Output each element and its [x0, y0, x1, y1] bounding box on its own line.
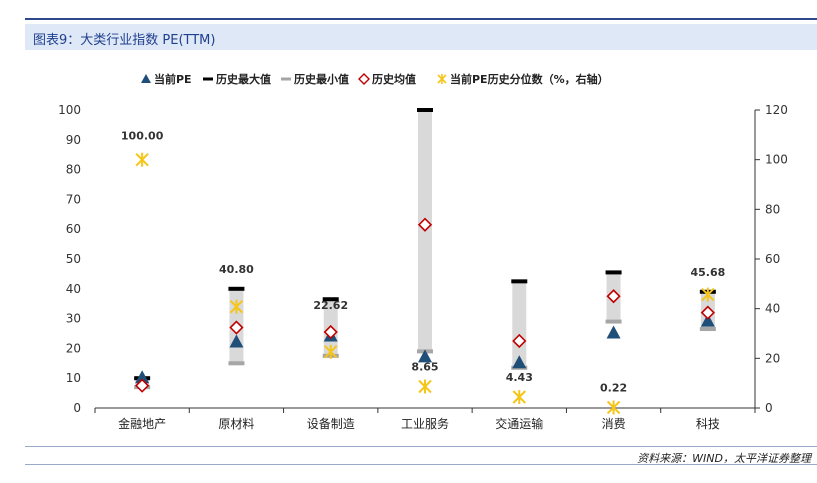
hist-max-marker [511, 279, 528, 284]
hist-mean-marker [606, 289, 621, 304]
hist-mean-marker [417, 217, 433, 232]
legend-symbol [203, 77, 213, 81]
legend-label: 历史最小值 [294, 72, 349, 86]
category-label: 交通运输 [495, 416, 543, 431]
current-pe-marker [606, 325, 621, 339]
percentile-data-label: 4.43 [506, 371, 533, 384]
percentile-data-label: 45.68 [690, 266, 725, 279]
top-rule [25, 18, 817, 20]
left-tick-label: 100 [58, 103, 81, 117]
percentile-marker [324, 344, 338, 359]
left-tick-label: 10 [66, 371, 81, 385]
category-label: 工业服务 [401, 416, 449, 431]
right-tick-label: 20 [765, 351, 780, 365]
legend-label: 当前PE历史分位数（%，右轴） [450, 72, 609, 86]
category-label: 消费 [602, 417, 626, 431]
chart-header: 图表9：大类行业指数 PE(TTM) [25, 24, 817, 50]
legend-item: 历史最小值 [281, 72, 349, 86]
category-label: 设备制造 [307, 417, 355, 431]
hist-max-marker [605, 270, 622, 275]
left-tick-label: 0 [73, 401, 81, 415]
category-label: 原材料 [218, 417, 254, 431]
right-tick-label: 100 [765, 153, 788, 167]
current-pe-marker [512, 355, 527, 369]
percentile-marker [418, 379, 432, 394]
legend-symbol [437, 74, 447, 84]
percentile-marker [512, 389, 526, 404]
legend-item: 历史最大值 [203, 72, 271, 86]
category-label: 科技 [696, 417, 720, 431]
percentile-marker [606, 400, 621, 415]
footer-rule [25, 446, 817, 447]
hist-min-marker [228, 361, 245, 366]
percentile-marker [135, 152, 149, 167]
legend-symbol [358, 73, 370, 85]
chart-title: 图表9：大类行业指数 PE(TTM) [33, 33, 216, 48]
hist-min-marker [699, 327, 716, 332]
bottom-rule [25, 464, 817, 465]
legend-symbol [281, 77, 291, 81]
category-label: 金融地产 [118, 416, 166, 431]
current-pe-marker [418, 349, 432, 363]
left-tick-label: 60 [66, 222, 81, 236]
legend-item: 当前PE历史分位数（%，右轴） [437, 72, 609, 86]
legend-label: 当前PE [154, 72, 192, 86]
hist-mean-marker [512, 333, 527, 349]
hist-max-marker [228, 286, 245, 291]
left-tick-label: 90 [66, 133, 81, 147]
right-tick-label: 40 [765, 302, 780, 316]
hist-mean-marker [700, 305, 715, 320]
current-pe-marker [700, 313, 715, 327]
percentile-data-label: 100.00 [121, 130, 164, 143]
source-note: 资料来源：WIND，太平洋证券整理 [637, 452, 811, 465]
hist-mean-marker [135, 378, 150, 393]
legend-label: 历史均值 [372, 72, 416, 86]
hist-max-marker [417, 108, 433, 112]
percentile-marker [229, 299, 244, 314]
left-tick-label: 70 [66, 192, 81, 206]
left-tick-label: 30 [66, 312, 81, 326]
legend-label: 历史最大值 [216, 72, 271, 86]
percentile-marker [701, 287, 715, 302]
right-tick-label: 0 [765, 401, 773, 415]
right-tick-label: 120 [765, 103, 788, 117]
left-tick-label: 80 [66, 163, 81, 177]
hist-min-marker [605, 319, 622, 324]
range-bar [512, 281, 527, 368]
hist-max-marker [322, 297, 339, 302]
right-tick-label: 60 [765, 252, 780, 266]
left-tick-label: 50 [66, 252, 81, 266]
current-pe-marker [135, 370, 150, 384]
legend-symbol [141, 74, 151, 83]
left-tick-label: 20 [66, 341, 81, 355]
legend-item: 当前PE [141, 72, 192, 86]
percentile-data-label: 8.65 [411, 361, 438, 374]
left-tick-label: 40 [66, 282, 81, 296]
right-tick-label: 80 [765, 202, 780, 216]
legend-item: 历史均值 [358, 72, 416, 86]
current-pe-marker [229, 334, 244, 348]
percentile-data-label: 40.80 [219, 263, 254, 276]
hist-mean-marker [229, 320, 244, 335]
percentile-data-label: 22.62 [313, 299, 348, 312]
hist-mean-marker [323, 324, 338, 340]
percentile-data-label: 0.22 [600, 381, 627, 394]
